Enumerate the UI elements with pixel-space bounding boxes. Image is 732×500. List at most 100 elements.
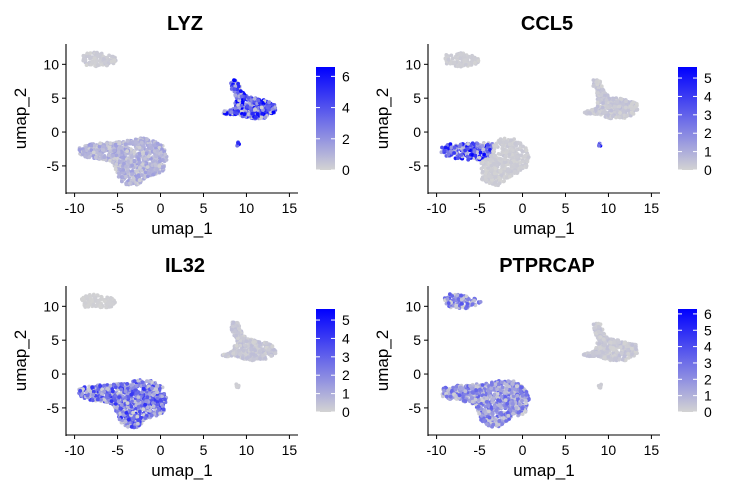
cell-point: [236, 82, 240, 86]
cell-point: [261, 347, 265, 351]
cell-point: [267, 100, 271, 104]
cell-point: [624, 106, 628, 110]
color-scale-bar: [316, 67, 335, 170]
cell-point: [98, 53, 102, 57]
cell-point: [124, 165, 128, 169]
cell-point: [516, 164, 520, 168]
cell-point: [515, 155, 519, 159]
cell-point: [111, 160, 115, 164]
cell-point: [508, 153, 512, 157]
cell-point: [492, 162, 496, 166]
cell-point: [96, 398, 100, 402]
cell-point: [151, 173, 155, 177]
cell-point: [125, 411, 129, 415]
cell-point: [263, 115, 267, 119]
x-tick-label: 10: [239, 200, 255, 216]
y-tick-label: -5: [47, 158, 60, 174]
cell-point: [505, 402, 509, 406]
cell-point: [631, 100, 635, 104]
cell-point: [82, 150, 86, 154]
cell-point: [458, 393, 462, 397]
cell-point: [239, 89, 243, 93]
cell-point: [135, 415, 139, 419]
cell-point: [95, 51, 99, 55]
cell-point: [124, 142, 128, 146]
cell-point: [124, 420, 128, 424]
cell-point: [622, 109, 626, 113]
cell-point: [524, 399, 528, 403]
cell-point: [596, 112, 600, 116]
cell-point: [149, 167, 153, 171]
legend-tick-label: 2: [342, 131, 350, 147]
cell-point: [590, 108, 594, 112]
legend-tick-label: 2: [704, 125, 712, 141]
cell-point: [596, 105, 600, 109]
cell-point: [128, 181, 132, 185]
cell-point: [520, 385, 524, 389]
cell-point: [121, 168, 125, 172]
cell-point: [110, 399, 114, 403]
cell-point: [493, 154, 497, 158]
cell-point: [133, 379, 137, 383]
cell-point: [471, 302, 475, 306]
cell-point: [521, 394, 525, 398]
cell-point: [524, 393, 528, 397]
cell-point: [133, 159, 137, 163]
cell-point: [143, 403, 147, 407]
legend-tick-label: 4: [342, 330, 350, 346]
cell-point: [137, 395, 141, 399]
cell-point: [102, 390, 106, 394]
cell-point: [523, 154, 527, 158]
cell-point: [111, 154, 115, 158]
cell-point: [453, 146, 457, 150]
cell-point: [242, 337, 246, 341]
cell-point: [511, 412, 515, 416]
cell-point: [138, 178, 142, 182]
cell-point: [473, 154, 477, 158]
cell-point: [141, 152, 145, 156]
cell-point: [258, 340, 262, 344]
y-tick-label: 5: [51, 332, 59, 348]
cell-point: [271, 107, 275, 111]
cell-point: [156, 149, 160, 153]
cell-point: [489, 158, 493, 162]
cell-point: [503, 157, 507, 161]
cell-point: [140, 173, 144, 177]
cell-point: [156, 142, 160, 146]
cell-point: [98, 145, 102, 149]
cell-point: [592, 84, 596, 88]
x-tick-label: 5: [562, 200, 570, 216]
y-tick-label: 0: [51, 366, 59, 382]
cell-point: [505, 387, 509, 391]
cell-point: [477, 59, 481, 63]
cell-point: [454, 304, 458, 308]
cell-point: [256, 99, 260, 103]
cell-point: [238, 352, 242, 356]
cell-point: [104, 306, 108, 310]
x-tick-label: 10: [239, 442, 255, 458]
x-tick-label: 15: [644, 200, 660, 216]
cell-point: [113, 399, 117, 403]
cell-point: [131, 417, 135, 421]
cell-point: [467, 297, 471, 301]
cell-point: [237, 349, 241, 353]
cell-point: [130, 172, 134, 176]
x-tick-label: -10: [64, 442, 84, 458]
cell-point: [91, 393, 95, 397]
cell-point: [111, 390, 115, 394]
cell-point: [231, 352, 235, 356]
cell-point: [94, 156, 98, 160]
cell-point: [507, 414, 511, 418]
cell-point: [500, 422, 504, 426]
cell-point: [92, 151, 96, 155]
cell-point: [158, 159, 162, 163]
cell-point: [493, 405, 497, 409]
x-tick-label: 15: [282, 442, 298, 458]
cell-point: [133, 150, 137, 154]
y-axis-label: umap_2: [11, 330, 30, 391]
cell-point: [148, 409, 152, 413]
cell-point: [136, 422, 140, 426]
